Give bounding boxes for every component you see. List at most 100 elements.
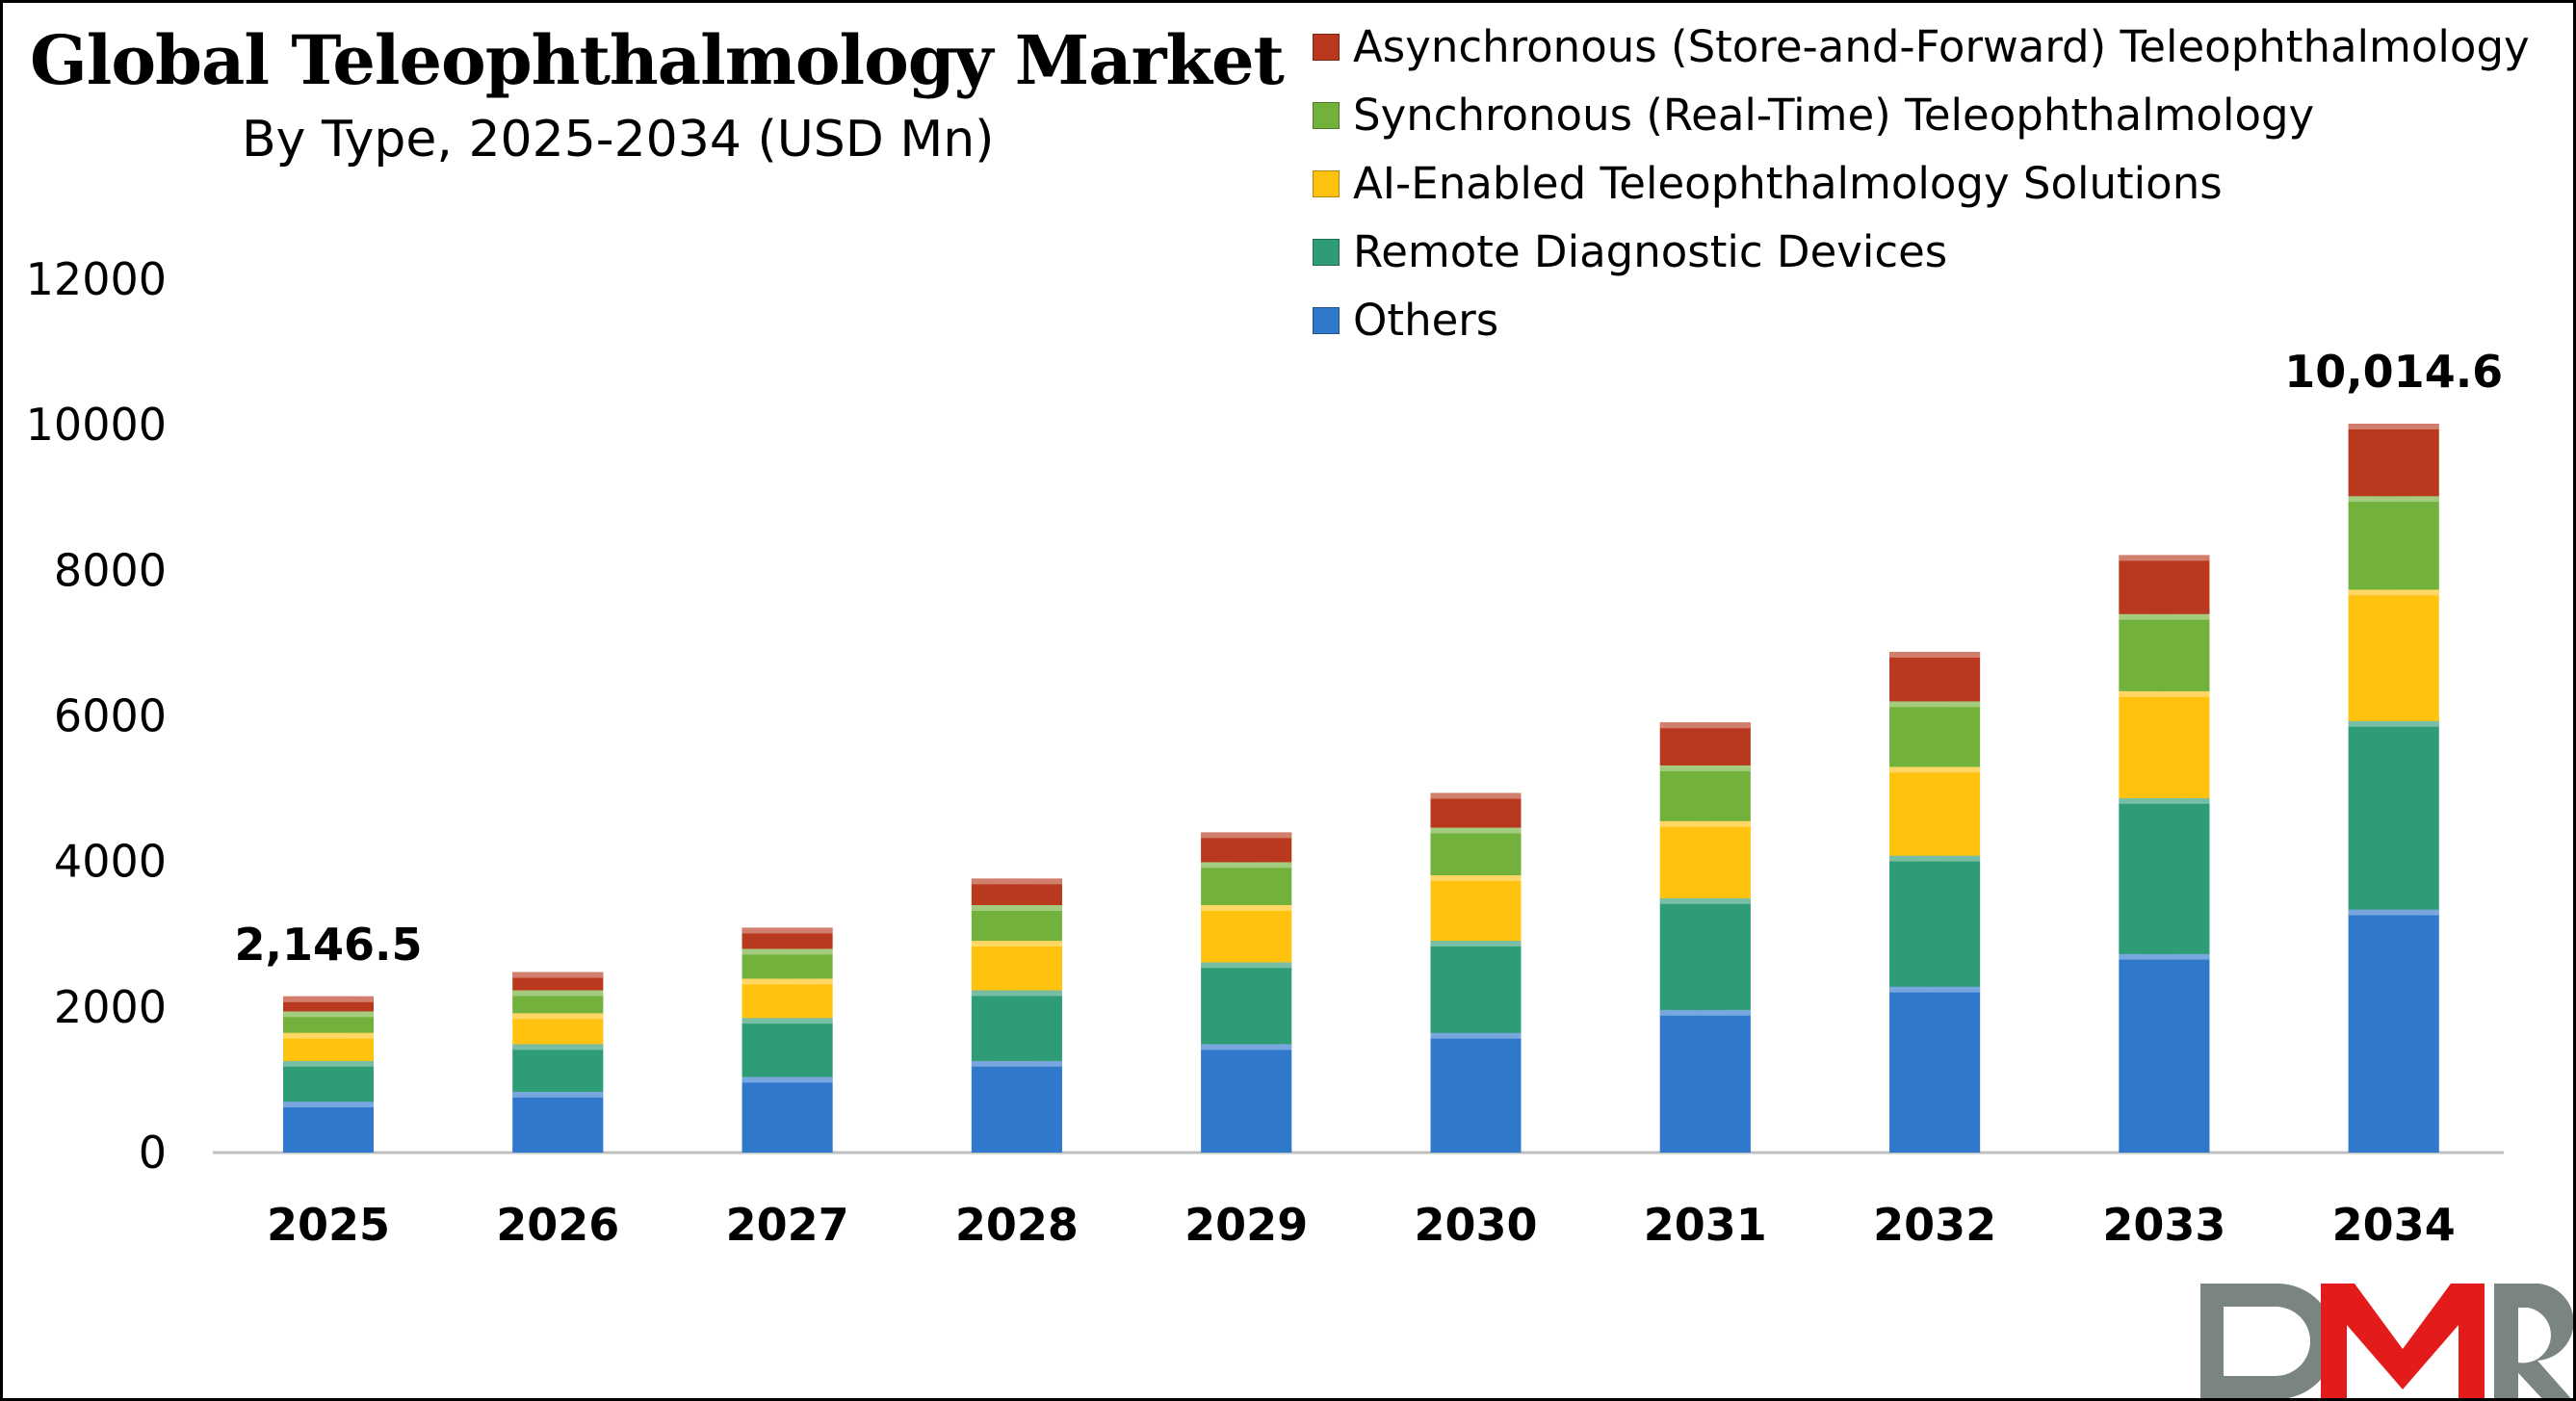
bar-segment-bevel (2348, 589, 2439, 596)
bar-segment-bevel (2119, 953, 2210, 960)
bar-segment-bevel (1430, 941, 1522, 947)
bar-segment-shade (1201, 1044, 1292, 1153)
bar-segment-shade (2348, 424, 2439, 497)
bar-segment-bevel (1201, 962, 1292, 969)
bar-segment-shade (971, 990, 1062, 1061)
bar-segment-shade (283, 996, 374, 1012)
bar-segment-bevel (1889, 651, 1981, 658)
bar-segment-shade (2119, 613, 2210, 691)
bar-segment-shade (512, 1013, 604, 1045)
legend-label: AI-Enabled Teleophthalmology Solutions (1353, 158, 2223, 209)
bar-segment-bevel (1659, 765, 1751, 771)
bar-segment-shade (1430, 875, 1522, 942)
bar-segment-shade (1659, 765, 1751, 821)
legend-label: Synchronous (Real-Time) Teleophthalmolog… (1353, 90, 2315, 141)
legend-swatch (1313, 169, 1340, 197)
bar-segment-bevel (1889, 766, 1981, 773)
bar-segment-shade (1889, 986, 1981, 1153)
legend-label: Remote Diagnostic Devices (1353, 226, 1948, 277)
legend: Asynchronous (Store-and-Forward) Teleoph… (1313, 13, 2530, 354)
bar-segment-shade (512, 990, 604, 1014)
bar-segment-shade (1201, 962, 1292, 1045)
bar-segment-bevel (2119, 613, 2210, 620)
bar-segment-shade (742, 978, 833, 1019)
bar-segment-bevel (1659, 1009, 1751, 1016)
bar-segment-shade (971, 905, 1062, 942)
x-tick-label: 2029 (1184, 1199, 1308, 1251)
bar-segment-shade (1201, 905, 1292, 963)
y-tick-label: 8000 (54, 544, 167, 596)
y-tick-label: 0 (139, 1127, 167, 1179)
bar-segment-bevel (971, 990, 1062, 997)
x-tick-label: 2030 (1414, 1199, 1537, 1251)
y-tick-label: 2000 (54, 981, 167, 1033)
bar-segment-shade (1889, 855, 1981, 987)
bar-segment-bevel (2119, 555, 2210, 561)
bar-segment-bevel (971, 878, 1062, 885)
bar-segment-shade (1430, 941, 1522, 1033)
bar-segment-bevel (283, 1011, 374, 1018)
bar-segment-shade (2348, 720, 2439, 910)
bar-segment-bevel (742, 978, 833, 985)
bar-segment-bevel (1659, 897, 1751, 904)
bar-segment-bevel (1201, 832, 1292, 839)
y-tick-label: 4000 (54, 836, 167, 888)
bar-segment-bevel (971, 905, 1062, 912)
legend-item: Synchronous (Real-Time) Teleophthalmolog… (1313, 81, 2530, 149)
legend-swatch (1313, 33, 1340, 61)
bar-segment-bevel (742, 927, 833, 934)
bar-segment-bevel (742, 1077, 833, 1083)
bar-segment-bevel (512, 972, 604, 978)
bar-segment-shade (283, 1102, 374, 1153)
bar-segment-bevel (512, 1044, 604, 1051)
bar-segment-shade (2119, 797, 2210, 954)
x-tick-label: 2034 (2332, 1199, 2456, 1251)
legend-swatch (1313, 238, 1340, 266)
legend-item: Asynchronous (Store-and-Forward) Teleoph… (1313, 13, 2530, 81)
data-label: 10,014.6 (2284, 346, 2503, 398)
bar-segment-shade (1430, 827, 1522, 876)
bar-segment-shade (2119, 690, 2210, 798)
y-tick-label: 12000 (26, 253, 167, 305)
bar-segment-bevel (2348, 496, 2439, 503)
bar-segment-shade (971, 941, 1062, 991)
bar-segment-bevel (1659, 820, 1751, 827)
bar-segment-bevel (1889, 855, 1981, 862)
bar-segment-bevel (2348, 909, 2439, 916)
x-tick-label: 2033 (2102, 1199, 2225, 1251)
legend-swatch (1313, 101, 1340, 129)
data-label: 2,146.5 (235, 919, 423, 971)
bar-segment-shade (1201, 862, 1292, 906)
bar-segment-bevel (283, 996, 374, 1002)
bar-segment-bevel (742, 948, 833, 955)
bar-segment-shade (512, 972, 604, 991)
bar-segment-shade (1659, 1009, 1751, 1153)
bar-segment-shade (742, 948, 833, 979)
bar-segment-bevel (283, 1060, 374, 1067)
bar-segment-shade (283, 1011, 374, 1033)
chart-title: Global Teleophthalmology Market (30, 20, 1285, 100)
bar-segment-bevel (1430, 792, 1522, 799)
bar-segment-shade (283, 1060, 374, 1103)
y-tick-label: 6000 (54, 690, 167, 742)
bar-segment-bevel (971, 1060, 1062, 1067)
x-tick-label: 2026 (496, 1199, 619, 1251)
bar-segment-bevel (2348, 720, 2439, 727)
bar-segment-bevel (1430, 875, 1522, 882)
bar-segment-shade (512, 1091, 604, 1153)
bar-segment-shade (283, 1032, 374, 1061)
bar-segment-shade (971, 878, 1062, 906)
x-tick-label: 2028 (955, 1199, 1079, 1251)
legend-item: AI-Enabled Teleophthalmology Solutions (1313, 149, 2530, 218)
bar-segment-shade (1659, 897, 1751, 1010)
bar-segment-shade (742, 1018, 833, 1077)
bar-segment-bevel (512, 1091, 604, 1098)
y-tick-label: 10000 (26, 399, 167, 451)
bar-segment-bevel (1201, 905, 1292, 912)
x-tick-label: 2032 (1873, 1199, 1996, 1251)
bar-segment-bevel (283, 1102, 374, 1108)
bar-segment-bevel (283, 1032, 374, 1039)
bar-segment-bevel (1430, 827, 1522, 834)
bar-segment-shade (1889, 651, 1981, 702)
bar-segment-shade (1430, 792, 1522, 828)
